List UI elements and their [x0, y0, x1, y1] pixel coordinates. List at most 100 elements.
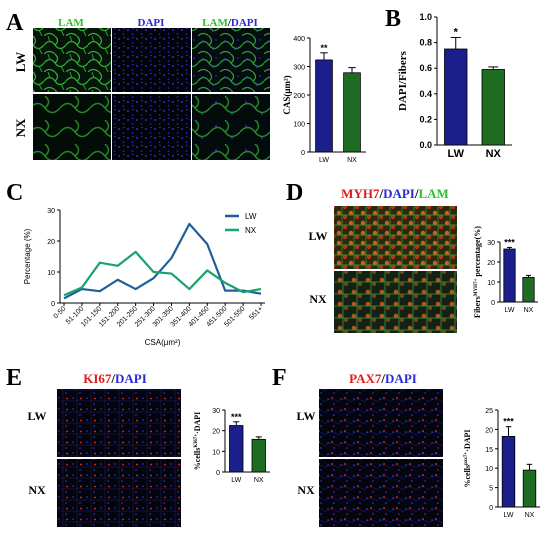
y-tick-label: 0.8 [419, 38, 432, 48]
y-tick-label: 20 [47, 239, 55, 246]
y-axis-label-main: %cells [193, 448, 202, 471]
category-label: LW [448, 148, 465, 160]
series-line-lw [63, 222, 262, 300]
y-tick-label: 10 [212, 449, 220, 456]
y-axis-label-tail: percentage(%) [473, 226, 482, 279]
y-tick-label: 0 [301, 150, 305, 157]
bar-lw [444, 48, 468, 146]
title-part-1: / [227, 17, 232, 29]
y-axis-label-sup: KI67+ [194, 434, 199, 448]
y-axis-label: Percentage (%) [23, 228, 32, 284]
y-tick-label: 20 [487, 260, 495, 267]
micrograph-a-lw-dapi [112, 28, 191, 92]
y-tick-label: 10 [487, 280, 495, 287]
y-tick-label: 0.0 [419, 140, 432, 150]
micrograph-a-lw-merge [192, 28, 270, 92]
category-label: LW [504, 512, 514, 519]
y-tick-label: 1.0 [419, 12, 432, 22]
panel-f-title: PAX7/DAPI [349, 371, 417, 386]
y-tick-label: 25 [485, 408, 493, 415]
x-tick-label: 551+ [248, 305, 264, 321]
y-tick-label: 10 [47, 270, 55, 277]
title-part-1: / [378, 186, 383, 201]
micrograph-a-nx-dapi [112, 94, 191, 160]
y-tick-label: 0 [491, 300, 495, 307]
panel-d-letter: D [286, 180, 303, 206]
bar-lw [501, 435, 516, 508]
category-label: NX [486, 148, 502, 160]
legend-label-lw: LW [245, 212, 257, 221]
y-tick-label: 5 [489, 486, 493, 493]
y-axis-label: CAS(μm²) [282, 75, 292, 114]
bar-nx [343, 72, 361, 153]
panel-a-col-label-merge: LAM/DAPI [202, 17, 258, 29]
panel-a-chart: 0 100 200 300 400 ** LW NX CAS(μm²) [282, 36, 366, 164]
significance-marker: *** [503, 417, 514, 427]
y-tick-label: 30 [47, 208, 55, 215]
y-axis-label-main: %cells [463, 465, 472, 488]
y-tick-label: 100 [293, 122, 305, 129]
title-part-2: DAPI [115, 371, 147, 386]
category-label: NX [524, 307, 534, 314]
title-part-4: LAM [418, 186, 448, 201]
x-axis-label: CSA(μm²) [145, 338, 181, 347]
y-tick-label: 0 [489, 505, 493, 512]
micrograph-a-lw-lam [33, 28, 111, 92]
significance-marker: *** [504, 237, 515, 247]
panel-e-row-label-nx: NX [28, 483, 46, 497]
panel-c-letter: C [6, 180, 23, 206]
bar-nx [522, 276, 535, 303]
panel-e-row-label-lw: LW [28, 409, 47, 423]
panel-c-chart: 01020300-5051-100101-150151-200201-25025… [23, 208, 265, 347]
y-tick-label: 20 [485, 427, 493, 434]
category-label: LW [319, 157, 329, 164]
micrograph-d-lw [334, 206, 457, 269]
title-part-2: DAPI [385, 371, 417, 386]
panel-e-letter: E [6, 365, 22, 391]
title-part-0: LAM [202, 17, 228, 29]
y-tick-label: 400 [293, 36, 305, 43]
panel-a-letter: A [6, 10, 24, 36]
panel-d-row-label-lw: LW [309, 229, 328, 243]
panel-b-letter: B [385, 6, 401, 32]
title-part-2: DAPI [383, 186, 415, 201]
micrograph-e-nx [57, 459, 181, 527]
bar-lw [315, 59, 333, 153]
y-tick-label: 0 [216, 470, 220, 477]
title-part-1: / [380, 371, 385, 386]
micrograph-a-nx-merge [192, 94, 270, 160]
panel-a-micrographs [33, 28, 270, 160]
micrograph-d-nx [334, 271, 457, 333]
panel-a-row-label-nx: NX [13, 118, 28, 137]
panel-d-chart: 0 10 20 30 *** LW NX FibersMYH7+ percentage(%) [473, 226, 538, 318]
panel-e-title: KI67/DAPI [83, 371, 147, 386]
series-line-nx [63, 250, 262, 297]
y-axis-label-main: Fibers [473, 296, 482, 318]
title-part-0: LAM [58, 17, 84, 29]
title-part-2: DAPI [231, 17, 258, 29]
category-label: NX [347, 157, 357, 164]
bar-lw [229, 425, 244, 473]
title-part-0: DAPI [138, 17, 165, 29]
title-part-0: KI67 [83, 371, 112, 386]
y-tick-label: 300 [293, 65, 305, 72]
category-label: LW [231, 477, 241, 484]
panel-d-row-label-nx: NX [309, 292, 327, 306]
y-tick-label: 20 [212, 429, 220, 436]
y-axis-label: FibersMYH7+ percentage(%) [473, 226, 482, 318]
panel-a-col-label-lam: LAM [58, 17, 84, 29]
panel-a-row-label-lw: LW [13, 52, 28, 72]
category-label: NX [254, 477, 264, 484]
panel-f-chart: 0 5 10 15 20 25 *** LW NX %cellspax7+·DAPI [463, 408, 540, 519]
y-tick-label: 0 [51, 301, 55, 308]
bar-lw [503, 248, 516, 303]
title-part-0: MYH7 [341, 186, 380, 201]
micrograph-f-lw [319, 389, 443, 457]
y-axis-label-sup: MYH7+ [474, 278, 479, 296]
panel-d-title: MYH7/DAPI/LAM [341, 186, 449, 201]
category-label: NX [525, 512, 535, 519]
panel-f-letter: F [272, 365, 287, 391]
category-label: LW [505, 307, 515, 314]
y-tick-label: 10 [485, 466, 493, 473]
